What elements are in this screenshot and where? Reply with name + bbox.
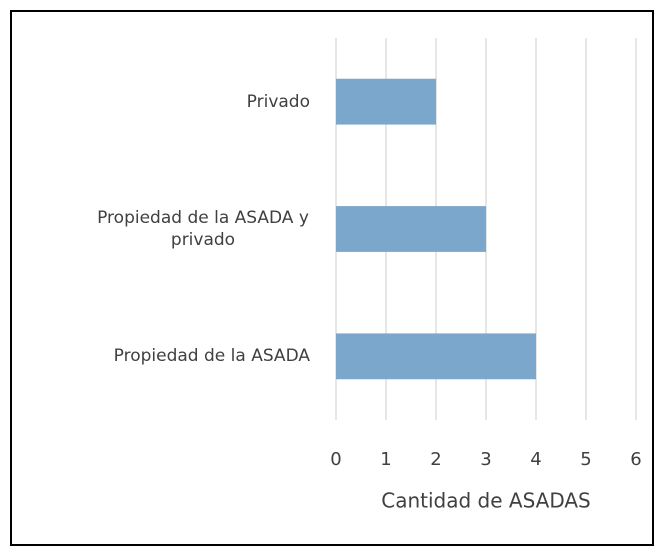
- y-tick-label: Propiedad de la ASADA: [113, 346, 310, 367]
- x-tick-label: 6: [630, 449, 641, 470]
- y-tick-label-box: Privado: [247, 91, 310, 113]
- bar: [336, 78, 436, 125]
- x-tick-label: 0: [330, 449, 341, 470]
- x-tick-label: 4: [530, 449, 541, 470]
- x-tick-label: 3: [480, 449, 491, 470]
- y-tick-label: Privado: [246, 91, 310, 112]
- x-tick-label: 5: [580, 449, 591, 470]
- y-tick-label: Propiedad de la ASADA y privado: [97, 207, 309, 250]
- y-tick-label-box: Propiedad de la ASADA: [114, 345, 310, 367]
- y-tick-label-box: Propiedad de la ASADA y privado: [96, 207, 310, 251]
- x-tick-label: 2: [430, 449, 441, 470]
- x-axis-label: Cantidad de ASADAS: [381, 489, 591, 513]
- bar: [336, 333, 536, 380]
- chart-border: [10, 10, 654, 546]
- bar: [336, 206, 486, 252]
- x-tick-label: 1: [380, 449, 391, 470]
